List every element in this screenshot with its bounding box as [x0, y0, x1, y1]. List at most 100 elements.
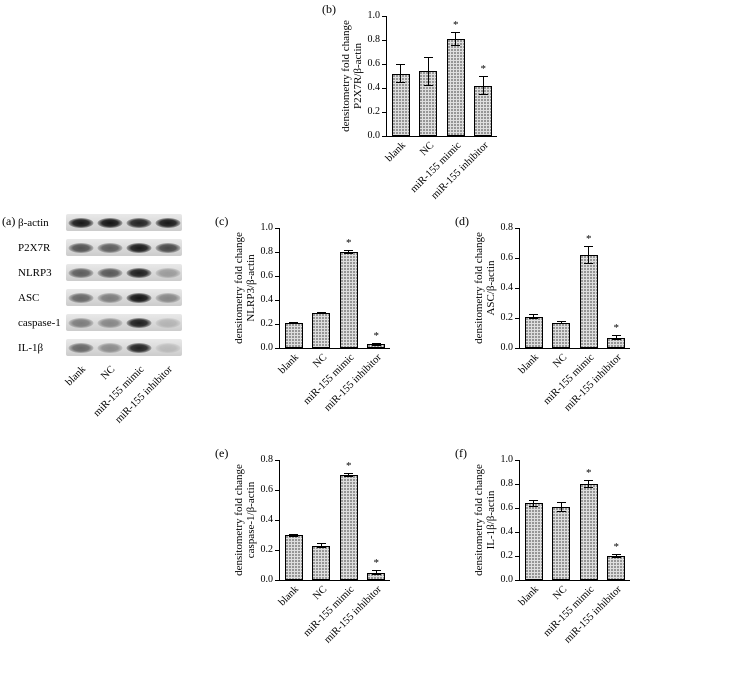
- protein-label: NLRP3: [18, 266, 52, 279]
- error-bar-line: [482, 76, 484, 96]
- lane-label: NC: [99, 364, 118, 383]
- error-bar-line: [348, 249, 350, 255]
- y-tick-mark: [382, 135, 387, 137]
- y-tick-label: 0.6: [367, 58, 381, 69]
- error-bar-line: [320, 543, 322, 548]
- blot-band: [126, 242, 151, 253]
- y-tick-mark: [515, 257, 520, 259]
- plot-area: 0.0 0.2 0.4 0.6 0.8 1.0 blank NC * miR-155 mimic *…: [501, 454, 630, 646]
- error-bar-cap-bottom: [451, 45, 461, 46]
- error-bar-cap-bottom: [529, 317, 539, 319]
- y-tick-label: 0.0: [500, 342, 514, 353]
- error-bar-cap-bottom: [584, 263, 594, 264]
- x-tick-label: blank: [277, 584, 302, 609]
- y-tick-mark: [275, 519, 280, 521]
- y-axis-label-line: densitometry fold change: [233, 232, 245, 344]
- chart-caspase1: (e) densitometry fold change caspase-1/β-…: [215, 446, 415, 690]
- lane-label: blank: [64, 364, 89, 389]
- blot-band: [97, 217, 122, 228]
- error-bar-cap-top: [423, 56, 433, 58]
- bar-miR-155-mimic: [579, 484, 598, 580]
- bar-miR-155-mimic: [339, 252, 358, 348]
- error-bar-cap-bottom: [371, 573, 381, 575]
- error-bar-cap-top: [344, 249, 354, 251]
- bar-NC: [312, 313, 331, 348]
- y-tick-mark: [515, 483, 520, 485]
- error-bar-line: [293, 533, 295, 537]
- blot-band: [68, 217, 93, 228]
- error-bar-cap-top: [396, 64, 406, 66]
- blot-row: caspase-1: [2, 314, 182, 331]
- y-tick-mark: [382, 111, 387, 113]
- error-bar-cap-bottom: [423, 84, 433, 86]
- bar-blank: [284, 322, 303, 348]
- blot-strip: [66, 239, 182, 256]
- blot-band: [155, 317, 180, 328]
- blot-band: [97, 267, 122, 278]
- error-bar-cap-bottom: [371, 344, 381, 346]
- error-bar-line: [615, 553, 617, 559]
- y-tick-label: 0.4: [260, 514, 274, 525]
- error-bar-line: [400, 64, 402, 84]
- blot-band: [155, 292, 180, 303]
- error-bar-cap-top: [556, 321, 566, 322]
- western-blot-panel: (a) β-actin P2X7R NLRP3 ASC caspase-1 IL-1β bl…: [2, 212, 212, 462]
- y-tick-label: 0.2: [260, 544, 274, 555]
- error-bar-cap-top: [584, 246, 594, 247]
- y-tick-mark: [275, 459, 280, 461]
- y-axis-label-line: densitometry fold change: [340, 20, 352, 132]
- blot-strip: [66, 314, 182, 331]
- y-tick-mark: [515, 555, 520, 557]
- error-bar-cap-top: [529, 314, 539, 316]
- error-bar-line: [348, 472, 350, 478]
- blot-band: [68, 317, 93, 328]
- panel-label-d: (d): [455, 214, 469, 228]
- blot-band: [68, 267, 93, 278]
- error-bar-cap-top: [289, 533, 299, 535]
- y-tick-label: 0.0: [367, 130, 381, 141]
- y-tick-mark: [275, 323, 280, 325]
- blot-strip: [66, 264, 182, 281]
- protein-label: ASC: [18, 291, 40, 304]
- y-tick-mark: [515, 347, 520, 349]
- y-tick-label: 0.2: [260, 318, 274, 329]
- bar-blank: [284, 535, 303, 580]
- error-bar-line: [293, 321, 295, 324]
- protein-label: P2X7R: [18, 241, 51, 254]
- blot-band: [155, 217, 180, 228]
- error-bar-line: [455, 31, 457, 46]
- protein-label: β-actin: [18, 216, 49, 229]
- bar-NC: [312, 545, 331, 580]
- bar-miR-155-inhibitor: [607, 556, 626, 580]
- error-bar-line: [375, 343, 377, 346]
- protein-label: IL-1β: [18, 341, 44, 354]
- y-tick-label: 0.6: [500, 252, 514, 263]
- y-tick-mark: [515, 507, 520, 509]
- error-bar-line: [375, 570, 377, 575]
- blot-band: [155, 242, 180, 253]
- significance-star: *: [346, 236, 352, 249]
- x-tick-label: blank: [384, 140, 409, 165]
- error-bar-cap-top: [611, 335, 621, 337]
- blot-band: [126, 267, 151, 278]
- significance-star: *: [373, 330, 380, 343]
- blot-band: [97, 242, 122, 253]
- error-bar-line: [615, 335, 617, 340]
- y-tick-mark: [382, 87, 387, 89]
- blot-row: NLRP3: [2, 264, 182, 281]
- plot-area: 0.0 0.2 0.4 0.6 0.8 1.0 blank NC * miR-155 mimic *…: [261, 222, 390, 414]
- error-bar-cap-bottom: [316, 313, 326, 315]
- y-tick-label: 0.6: [500, 502, 514, 513]
- significance-star: *: [373, 557, 380, 570]
- significance-star: *: [613, 540, 620, 553]
- error-bar-cap-bottom: [611, 557, 621, 559]
- y-tick-mark: [275, 549, 280, 551]
- error-bar-cap-top: [316, 312, 326, 314]
- y-tick-mark: [515, 579, 520, 581]
- blot-band: [68, 342, 93, 353]
- y-tick-mark: [515, 531, 520, 533]
- bar-miR-155-mimic: [446, 38, 465, 136]
- bar-miR-155-mimic: [579, 255, 598, 348]
- x-tick-label: NC: [310, 584, 330, 603]
- y-tick-mark: [382, 15, 387, 17]
